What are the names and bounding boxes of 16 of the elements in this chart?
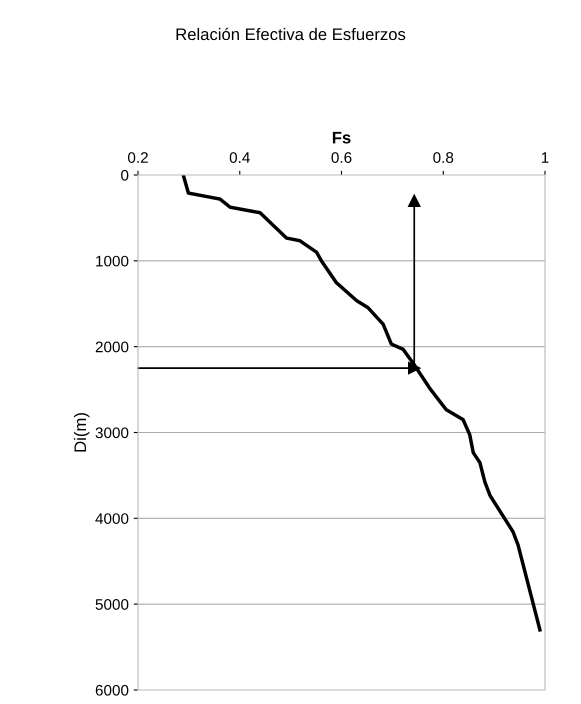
x-axis-title: Fs <box>332 132 351 144</box>
y-tick-label: 2000 <box>96 342 128 352</box>
x-tick-label: 0.8 <box>433 152 454 163</box>
line-series <box>182 175 542 632</box>
y-tick-label: 3000 <box>96 427 128 438</box>
y-tick-label: 5000 <box>96 599 128 610</box>
y-tick-label: 1000 <box>96 256 128 267</box>
y-tick-label: 6000 <box>96 684 128 696</box>
chart-title: Relación Efectiva de Esfuerzos <box>176 28 406 40</box>
x-tick-label: 0.4 <box>230 152 250 163</box>
y-axis-title: Di(m) <box>74 413 90 452</box>
x-tick-label: 0.2 <box>128 152 148 163</box>
y-tick-label: 0 <box>121 170 128 181</box>
y-tick-label: 4000 <box>95 513 128 524</box>
x-tick-label: 0.6 <box>331 152 352 163</box>
x-tick-label: 1 <box>542 152 549 163</box>
